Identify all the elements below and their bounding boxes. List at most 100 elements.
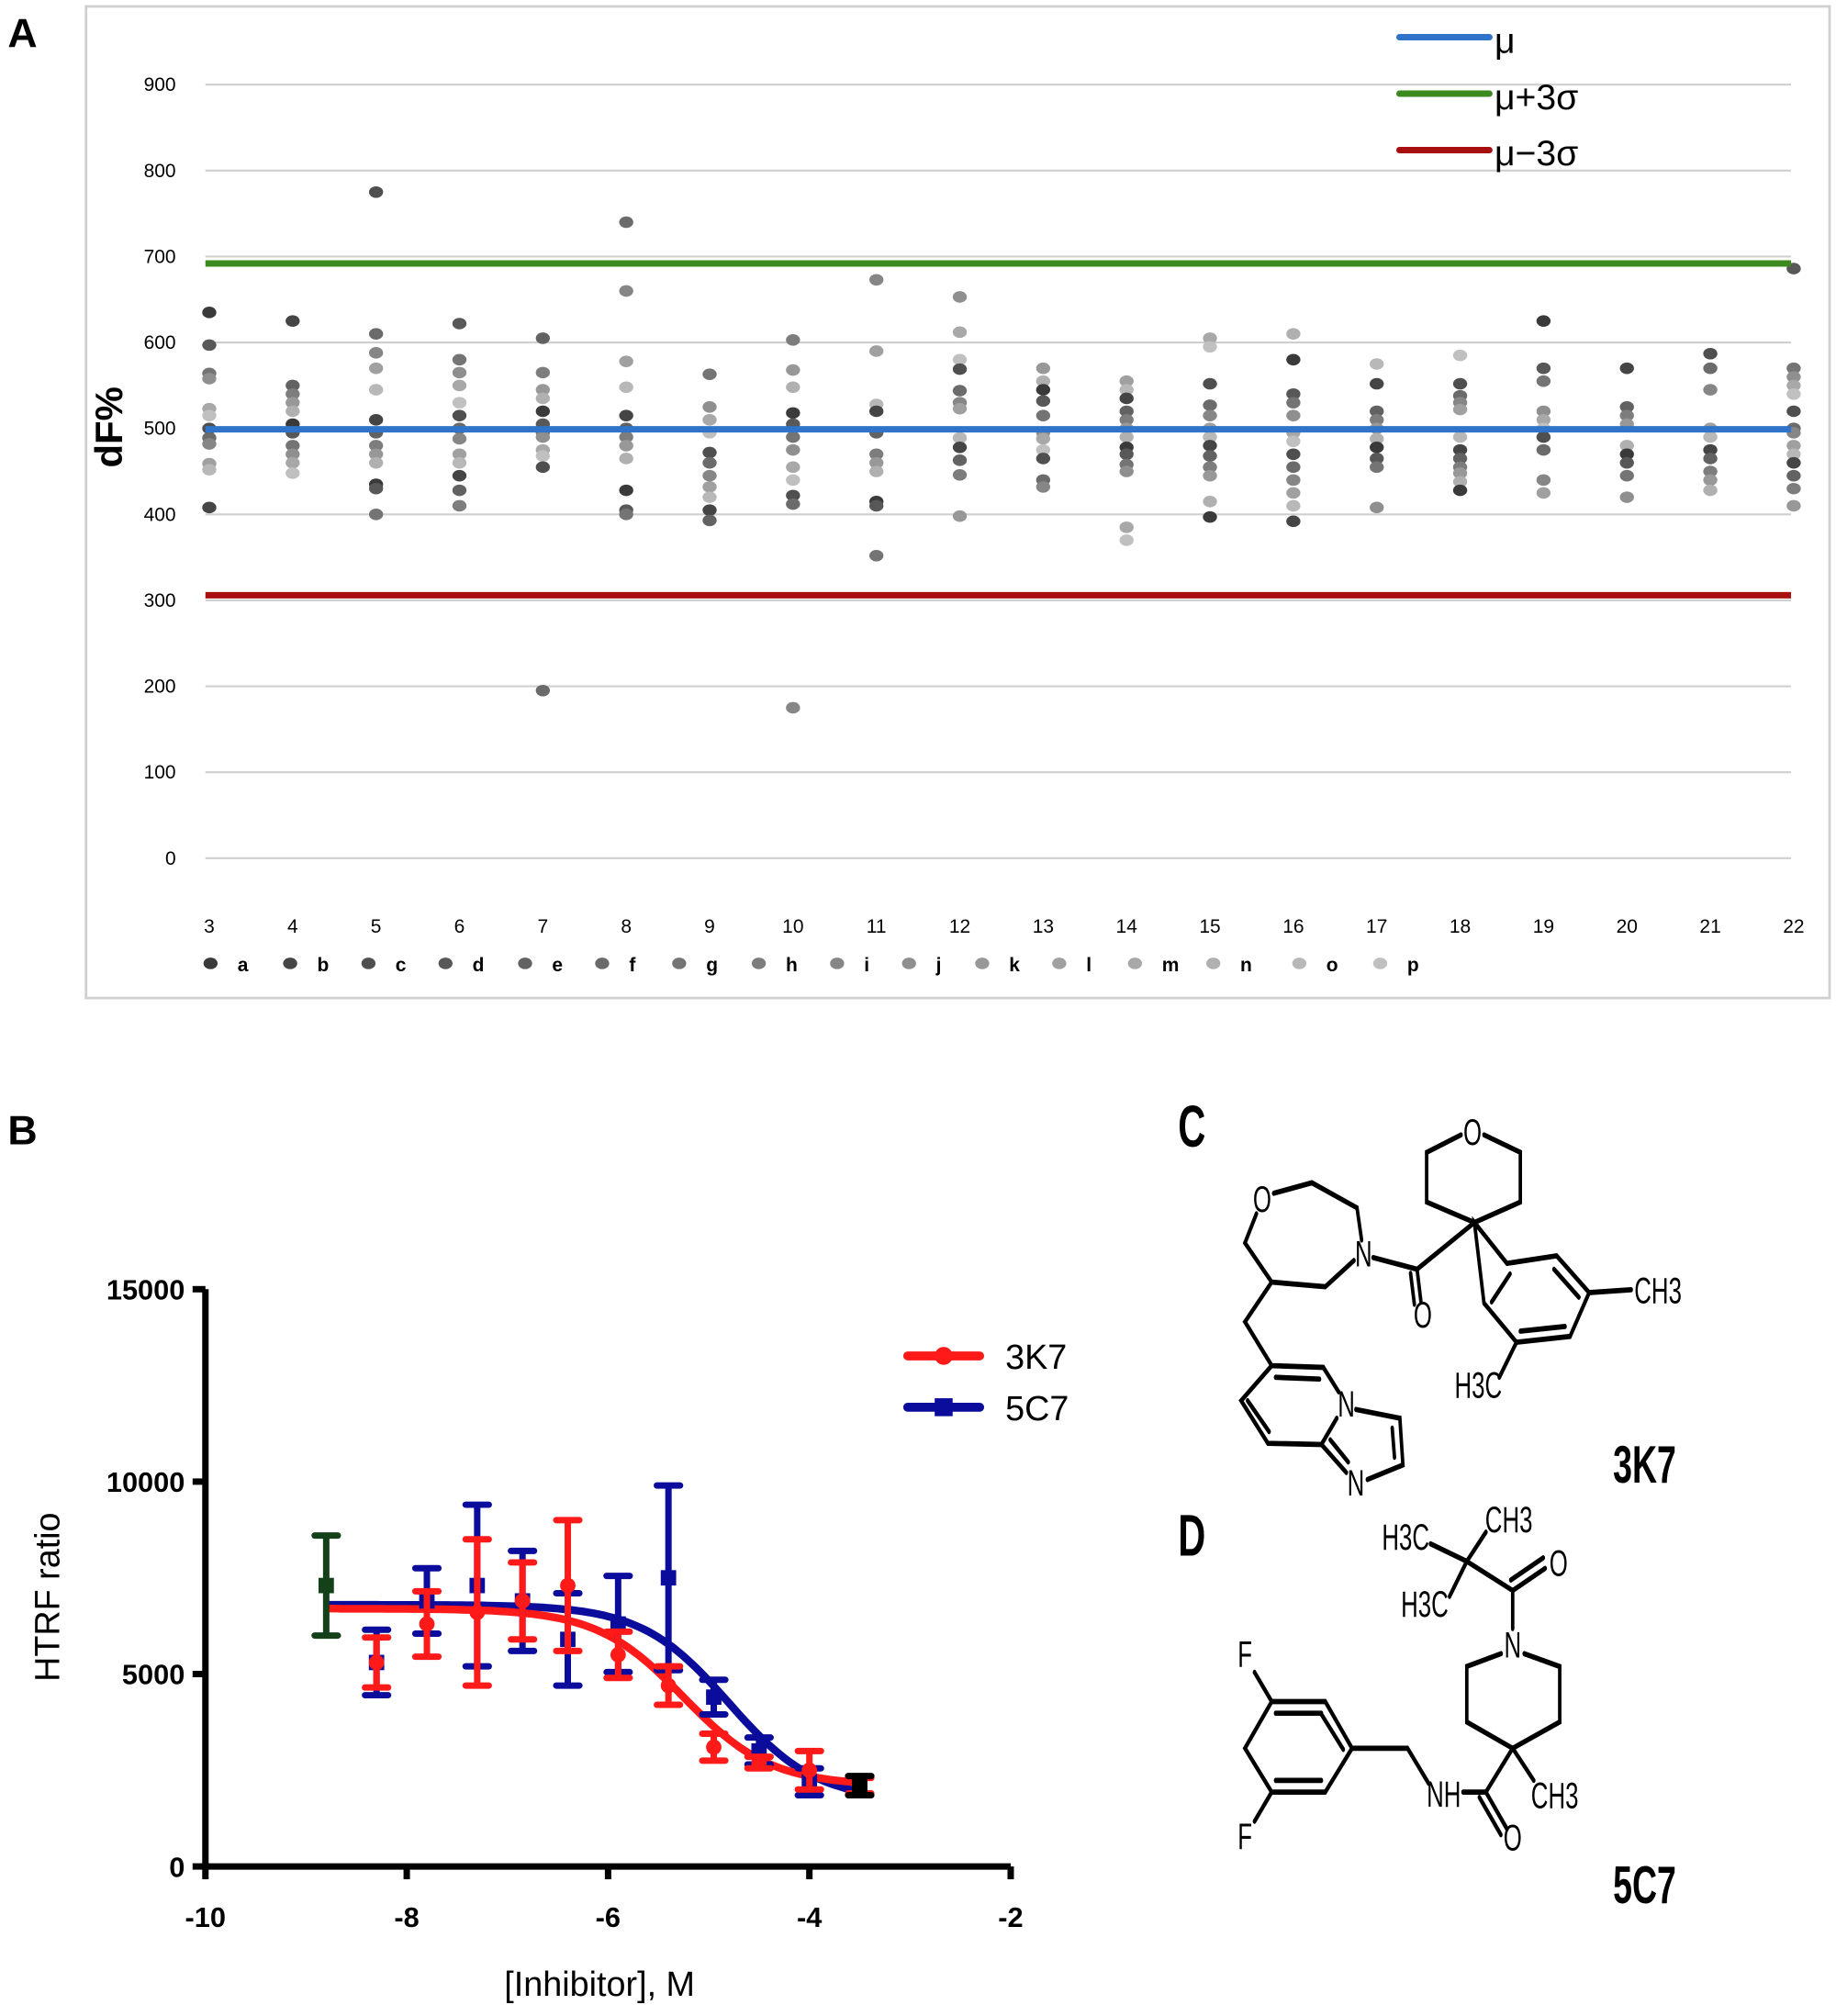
- scatter-point: [1203, 431, 1217, 443]
- y-axis-label: HTRF ratio: [28, 1512, 66, 1681]
- scatter-point: [1119, 521, 1134, 533]
- legend-label: e: [552, 955, 563, 976]
- x-tick-label: 17: [1366, 916, 1387, 937]
- scatter-point: [619, 453, 633, 465]
- scatter-point: [952, 326, 968, 339]
- scatter-point: [535, 461, 551, 474]
- panel-label-d: D: [1178, 1504, 1205, 1569]
- y-tick-label: 700: [144, 246, 176, 267]
- chart-frame: [84, 5, 1831, 1000]
- data-point: [610, 1647, 626, 1663]
- x-tick-label: 5: [371, 916, 382, 937]
- scatter-point: [1370, 414, 1384, 426]
- data-point: [368, 1654, 385, 1671]
- atom-label: N: [1504, 1626, 1521, 1666]
- scatter-point: [368, 456, 384, 469]
- scatter-point: [452, 397, 467, 409]
- scatter-point: [1203, 332, 1217, 344]
- scatter-point: [702, 456, 717, 469]
- scatter-point: [1703, 431, 1718, 443]
- y-tick-label: 800: [144, 161, 176, 182]
- scatter-point: [202, 339, 217, 352]
- scatter-point: [1703, 453, 1718, 465]
- scatter-point: [1786, 405, 1801, 418]
- scatter-point: [702, 491, 717, 503]
- x-tick-label: 12: [949, 916, 970, 937]
- scatter-point: [1119, 534, 1134, 546]
- panel-label-c: C: [1178, 1094, 1205, 1159]
- scatter-point: [535, 405, 551, 418]
- scatter-point: [452, 484, 467, 497]
- legend-marker: [901, 958, 916, 969]
- y-tick-label: 600: [144, 332, 176, 353]
- scatter-point: [952, 510, 968, 522]
- legend-marker: [1127, 958, 1143, 969]
- x-tick-label: 15: [1199, 916, 1220, 937]
- scatter-point: [535, 450, 551, 462]
- scatter-point: [702, 368, 717, 381]
- scatter-point: [368, 347, 384, 359]
- control-point: [852, 1777, 868, 1794]
- x-tick-label: 11: [867, 916, 887, 937]
- scatter-point: [786, 443, 800, 456]
- y-tick-label: 5000: [122, 1659, 185, 1691]
- atom-label: H3C: [1454, 1366, 1502, 1406]
- scatter-point: [535, 332, 551, 344]
- legend-marker: [595, 958, 610, 969]
- scatter-point: [702, 414, 717, 426]
- scatter-point: [1286, 461, 1301, 474]
- fit-curves: [326, 1600, 856, 1795]
- atom-label: N: [1348, 1464, 1365, 1505]
- scatter-point: [1786, 362, 1801, 375]
- scatter-point: [1703, 474, 1718, 487]
- scatter-point: [1036, 409, 1051, 421]
- scatter-point: [1286, 397, 1301, 409]
- scatter-point: [452, 366, 467, 379]
- scatter-point: [1619, 401, 1634, 413]
- scatter-point: [1619, 409, 1634, 421]
- scatter-point: [368, 384, 384, 396]
- legend-label: k: [1009, 955, 1020, 976]
- y-axis-label: dF%: [87, 386, 130, 467]
- scatter-point: [702, 514, 717, 527]
- scatter-point: [1036, 395, 1051, 408]
- scatter-point: [368, 448, 384, 461]
- reference-legend: μ μ+3σ μ−3σ: [1395, 21, 1578, 174]
- scatter-point: [952, 431, 968, 444]
- scatter-point: [368, 414, 384, 426]
- scatter-point: [368, 185, 384, 198]
- scatter-point: [868, 274, 884, 286]
- scatter-point: [452, 409, 467, 421]
- legend-label: c: [396, 955, 407, 976]
- scatter-point: [952, 468, 968, 481]
- scatter-point: [452, 456, 467, 469]
- structure-3k7-bonds: [1238, 1132, 1633, 1483]
- scatter-point: [786, 461, 800, 474]
- scatter-point: [535, 431, 551, 443]
- legend-label: j: [935, 955, 942, 976]
- scatter-point: [535, 392, 551, 405]
- scatter-point: [1119, 465, 1134, 477]
- scatter-point: [368, 328, 384, 341]
- legend-marker: [935, 1347, 953, 1365]
- scatter-point: [1286, 435, 1301, 448]
- scatter-point: [1703, 484, 1718, 497]
- scatter-point: [1786, 371, 1801, 383]
- x-tick-label: 21: [1699, 916, 1720, 937]
- legend-marker: [975, 958, 990, 969]
- compound-name-3k7: 3K7: [1613, 1436, 1676, 1495]
- scatter-point: [535, 384, 551, 396]
- scatter-point: [285, 405, 300, 418]
- scatter-point: [1036, 384, 1051, 396]
- x-tick-label: 20: [1617, 916, 1638, 937]
- legend-marker: [672, 958, 687, 969]
- y-tick-label: 200: [144, 677, 176, 698]
- scatter-point: [868, 465, 884, 477]
- scatter-point: [285, 448, 300, 461]
- scatter-point: [1370, 405, 1384, 418]
- scatter-point: [1619, 491, 1634, 503]
- scatter-point: [285, 440, 300, 452]
- x-tick-labels: 3 4 5 6 7 8 9 10 11 12 13 14 15 16 17 18 19 20 21 22: [204, 916, 1804, 937]
- scatter-point: [1036, 453, 1051, 465]
- x-tick-label: 16: [1282, 916, 1304, 937]
